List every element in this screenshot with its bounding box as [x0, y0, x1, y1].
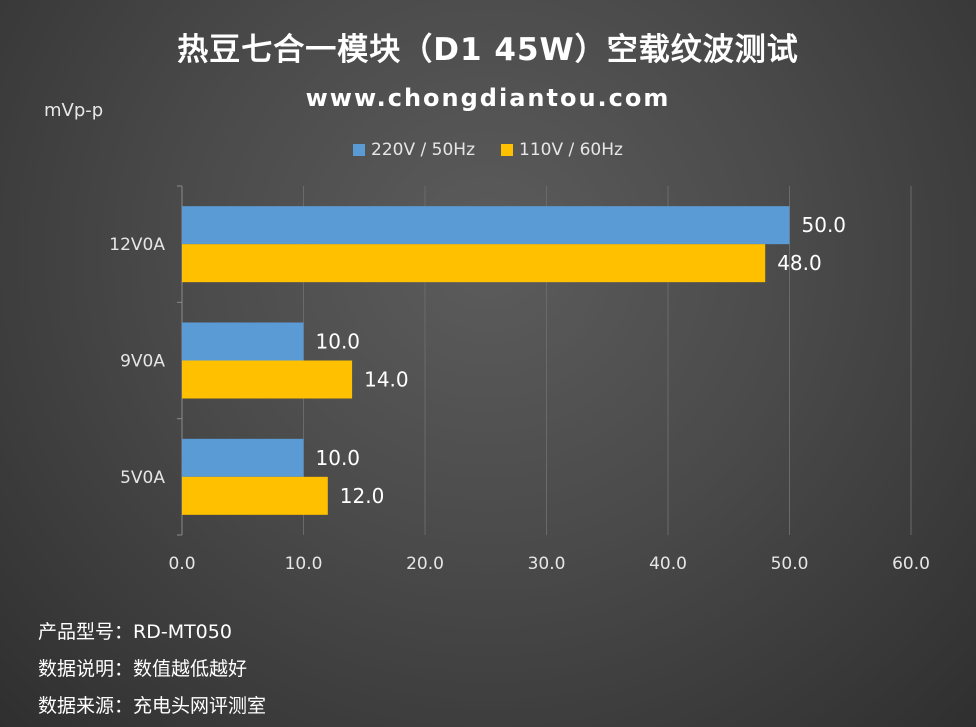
unit-label: mVp-p — [44, 100, 104, 121]
legend-item-series1: 220V / 50Hz — [353, 140, 475, 160]
legend-item-series2: 110V / 60Hz — [501, 140, 623, 160]
chart-title: 热豆七合一模块（D1 45W）空载纹波测试 — [177, 32, 799, 68]
data-label: 14.0 — [364, 368, 409, 392]
bar-series1 — [182, 206, 790, 245]
bar-series1 — [182, 438, 304, 477]
data-label: 10.0 — [316, 446, 361, 470]
bar-series2 — [182, 360, 353, 399]
x-tick-label: 10.0 — [285, 554, 323, 574]
legend-label-series2: 110V / 60Hz — [519, 140, 623, 160]
legend-swatch-series2 — [501, 144, 513, 156]
data-label: 12.0 — [340, 484, 385, 508]
x-tick-label: 40.0 — [649, 554, 687, 574]
x-tick-label: 0.0 — [168, 554, 195, 574]
bar-series2 — [182, 476, 328, 515]
bar-series1 — [182, 322, 304, 361]
data-label: 48.0 — [777, 251, 822, 275]
legend-swatch-series1 — [353, 144, 366, 156]
note-model: 产品型号：RD-MT050 — [38, 621, 232, 643]
notes: 产品型号：RD-MT050 数据说明：数值越低越好 数据来源：充电头网评测室 — [38, 614, 266, 725]
x-tick-label: 60.0 — [892, 554, 930, 574]
x-tick-label: 20.0 — [406, 554, 444, 574]
category-label: 5V0A — [120, 468, 165, 488]
bar-series2 — [182, 244, 766, 283]
note-source: 数据来源：充电头网评测室 — [38, 695, 267, 717]
data-label: 10.0 — [316, 330, 361, 354]
x-tick-label: 50.0 — [771, 554, 809, 574]
legend-label-series1: 220V / 50Hz — [371, 140, 475, 160]
legend: 220V / 50Hz 110V / 60Hz — [0, 140, 976, 160]
website-url: www.chongdiantou.com — [305, 84, 671, 112]
note-description: 数据说明：数值越低越好 — [38, 658, 248, 680]
category-label: 12V0A — [109, 235, 165, 255]
category-label: 9V0A — [120, 352, 165, 372]
x-tick-label: 30.0 — [528, 554, 566, 574]
data-label: 50.0 — [802, 213, 847, 237]
